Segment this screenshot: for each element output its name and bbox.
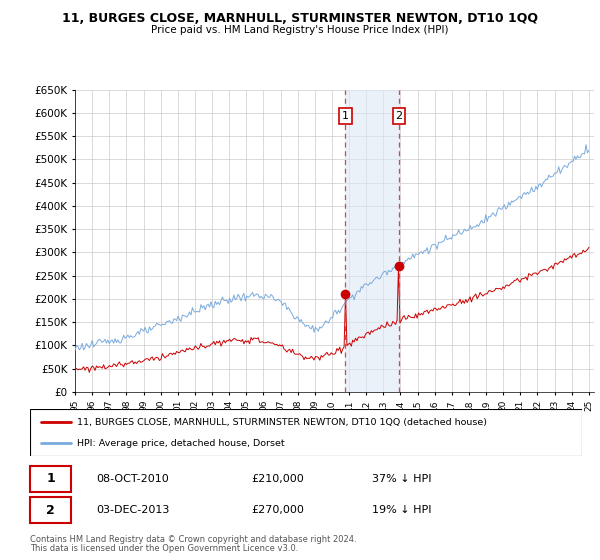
Text: 2: 2 — [395, 111, 403, 121]
FancyBboxPatch shape — [30, 466, 71, 492]
Text: 2: 2 — [46, 504, 55, 517]
Text: This data is licensed under the Open Government Licence v3.0.: This data is licensed under the Open Gov… — [30, 544, 298, 553]
Text: Price paid vs. HM Land Registry's House Price Index (HPI): Price paid vs. HM Land Registry's House … — [151, 25, 449, 35]
Text: 03-DEC-2013: 03-DEC-2013 — [96, 505, 170, 515]
Text: 08-OCT-2010: 08-OCT-2010 — [96, 474, 169, 484]
Text: £270,000: £270,000 — [251, 505, 304, 515]
Bar — [345, 90, 399, 392]
Text: HPI: Average price, detached house, Dorset: HPI: Average price, detached house, Dors… — [77, 438, 284, 447]
Text: 19% ↓ HPI: 19% ↓ HPI — [372, 505, 432, 515]
Text: Contains HM Land Registry data © Crown copyright and database right 2024.: Contains HM Land Registry data © Crown c… — [30, 535, 356, 544]
Text: 1: 1 — [342, 111, 349, 121]
FancyBboxPatch shape — [30, 497, 71, 523]
Text: 1: 1 — [46, 472, 55, 486]
Text: 11, BURGES CLOSE, MARNHULL, STURMINSTER NEWTON, DT10 1QQ: 11, BURGES CLOSE, MARNHULL, STURMINSTER … — [62, 12, 538, 25]
Text: £210,000: £210,000 — [251, 474, 304, 484]
Text: 11, BURGES CLOSE, MARNHULL, STURMINSTER NEWTON, DT10 1QQ (detached house): 11, BURGES CLOSE, MARNHULL, STURMINSTER … — [77, 418, 487, 427]
Text: 37% ↓ HPI: 37% ↓ HPI — [372, 474, 432, 484]
